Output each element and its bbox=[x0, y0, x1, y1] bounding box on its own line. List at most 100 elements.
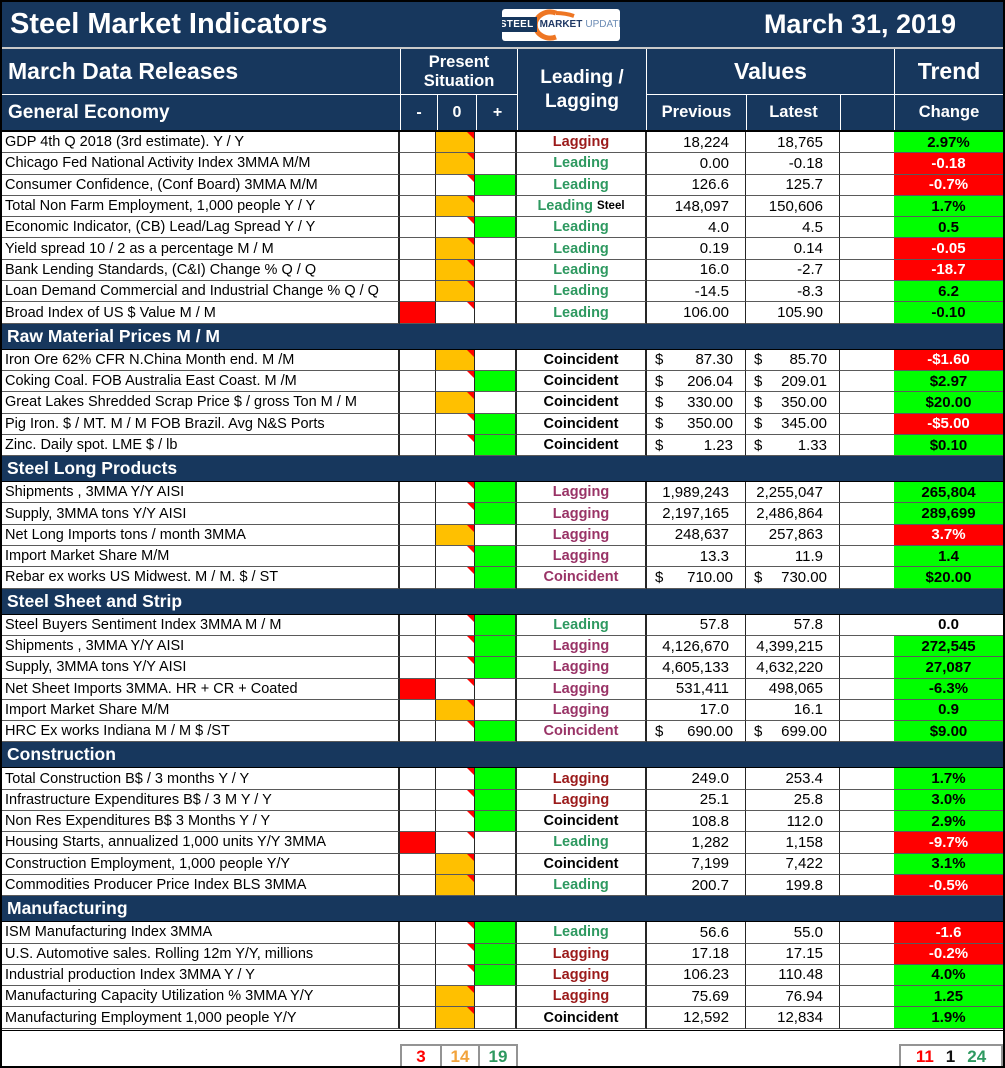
situation-sign-headers: - 0 + bbox=[400, 95, 517, 130]
leading-lagging-cell: Leading bbox=[517, 281, 647, 303]
change-cell: -0.7% bbox=[894, 174, 1003, 196]
comment-marker-icon bbox=[467, 635, 474, 643]
table-row: Net Sheet Imports 3MMA. HR + CR + Coated… bbox=[2, 678, 1003, 700]
situation-minus-cell bbox=[400, 678, 436, 700]
positive-count: 19 bbox=[478, 1046, 516, 1066]
latest-value-cell: -2.7 bbox=[746, 259, 840, 282]
previous-value: 200.7 bbox=[691, 876, 729, 894]
dollar-sign: $ bbox=[655, 393, 664, 411]
comment-marker-icon bbox=[467, 174, 474, 182]
change-cell: 2.97% bbox=[894, 132, 1003, 154]
table-row: Economic Indicator, (CB) Lead/Lag Spread… bbox=[2, 217, 1003, 239]
logo-steel-label: STEEL bbox=[502, 17, 537, 32]
situation-plus-cell bbox=[475, 434, 517, 457]
latest-value-cell: 257,863 bbox=[746, 524, 840, 547]
change-cell: 1.7% bbox=[894, 768, 1003, 790]
latest-value: 257,863 bbox=[768, 526, 823, 544]
latest-value-cell: $85.70 bbox=[746, 349, 840, 371]
leading-lagging-cell: Lagging bbox=[517, 678, 647, 700]
comment-marker-icon bbox=[467, 259, 474, 267]
situation-zero-cell bbox=[436, 392, 475, 414]
situation-minus-cell bbox=[400, 853, 436, 875]
change-cell: 289,699 bbox=[894, 503, 1003, 525]
leading-lagging-cell: Coincident bbox=[517, 567, 647, 589]
latest-value-cell: 25.8 bbox=[746, 789, 840, 812]
previous-value: 248,637 bbox=[674, 526, 729, 544]
change-cell: 6.2 bbox=[894, 281, 1003, 303]
latest-value-cell: 57.8 bbox=[746, 614, 840, 636]
leading-lagging-cell: Lagging bbox=[517, 482, 647, 504]
situation-minus-cell bbox=[400, 832, 436, 854]
table-row: Rebar ex works US Midwest. M / M. $ / ST… bbox=[2, 567, 1003, 589]
situation-minus-cell bbox=[400, 546, 436, 568]
values-header: Values bbox=[647, 49, 894, 95]
comment-marker-icon bbox=[467, 964, 474, 972]
table-row: Yield spread 10 / 2 as a percentage M / … bbox=[2, 238, 1003, 260]
indicator-label: HRC Ex works Indiana M / M $ /ST bbox=[2, 721, 400, 743]
situation-minus-cell bbox=[400, 259, 436, 282]
change-cell: 4.0% bbox=[894, 964, 1003, 987]
table-row: Bank Lending Standards, (C&I) Change % Q… bbox=[2, 259, 1003, 282]
latest-value: 2,255,047 bbox=[756, 483, 823, 501]
situation-minus-cell bbox=[400, 1007, 436, 1029]
situation-plus-cell bbox=[475, 238, 517, 260]
section-header: Steel Long Products bbox=[2, 456, 1003, 483]
leading-lagging-cell: Lagging bbox=[517, 789, 647, 812]
trend-count-box: 11 1 24 bbox=[899, 1044, 1003, 1066]
previous-value-cell: 126.6 bbox=[647, 174, 746, 196]
previous-value-cell: 4,126,670 bbox=[647, 635, 746, 658]
dollar-sign: $ bbox=[754, 436, 763, 454]
comment-marker-icon bbox=[467, 922, 474, 930]
section-header: Construction bbox=[2, 742, 1003, 769]
table-row: Net Long Imports tons / month 3MMA Laggi… bbox=[2, 524, 1003, 547]
previous-value-cell: 57.8 bbox=[647, 614, 746, 636]
situation-minus-cell bbox=[400, 922, 436, 944]
latest-value-cell: 11.9 bbox=[746, 546, 840, 568]
situation-minus-cell bbox=[400, 434, 436, 457]
situation-minus-cell bbox=[400, 217, 436, 239]
previous-value-cell: $206.04 bbox=[647, 370, 746, 393]
latest-value-cell: $730.00 bbox=[746, 567, 840, 589]
comment-marker-icon bbox=[467, 811, 474, 819]
latest-value: 112.0 bbox=[786, 812, 823, 830]
change-cell: 3.7% bbox=[894, 524, 1003, 547]
indicator-type-label: Lagging bbox=[552, 484, 610, 501]
previous-value: 13.3 bbox=[699, 547, 729, 565]
latest-value-cell: 110.48 bbox=[746, 964, 840, 987]
previous-value-cell: 0.19 bbox=[647, 238, 746, 260]
table-row: Steel Buyers Sentiment Index 3MMA M / M … bbox=[2, 614, 1003, 636]
table-row: Shipments , 3MMA Y/Y AISI Lagging 4,126,… bbox=[2, 635, 1003, 658]
comment-marker-icon bbox=[467, 986, 474, 994]
table-row: Chicago Fed National Activity Index 3MMA… bbox=[2, 153, 1003, 175]
situation-minus-cell bbox=[400, 614, 436, 636]
previous-value: 2,197,165 bbox=[662, 505, 729, 523]
leading-lagging-cell: Lagging bbox=[517, 503, 647, 525]
dollar-sign: $ bbox=[655, 568, 664, 586]
comment-marker-icon bbox=[467, 217, 474, 225]
leading-lagging-cell: Leading bbox=[517, 259, 647, 282]
table-row: HRC Ex works Indiana M / M $ /ST Coincid… bbox=[2, 721, 1003, 743]
trend-up-count: 24 bbox=[967, 1047, 987, 1066]
comment-marker-icon bbox=[467, 238, 474, 246]
latest-value-cell: 125.7 bbox=[746, 174, 840, 196]
indicator-label: Manufacturing Employment 1,000 people Y/… bbox=[2, 1007, 400, 1029]
previous-column-header: Previous bbox=[661, 103, 732, 121]
leading-lagging-cell: Leading bbox=[517, 153, 647, 175]
comment-marker-icon bbox=[467, 302, 474, 310]
comment-marker-icon bbox=[467, 349, 474, 357]
situation-plus-cell bbox=[475, 721, 517, 743]
previous-value: 350.00 bbox=[687, 415, 733, 433]
indicator-label: Great Lakes Shredded Scrap Price $ / gro… bbox=[2, 392, 400, 414]
comment-marker-icon bbox=[467, 392, 474, 400]
leading-lagging-cell: Coincident bbox=[517, 434, 647, 457]
indicator-label: ISM Manufacturing Index 3MMA bbox=[2, 922, 400, 944]
indicator-label: Import Market Share M/M bbox=[2, 546, 400, 568]
leading-lagging-cell: Leading bbox=[517, 832, 647, 854]
values-sub-headers: Previous Latest bbox=[647, 95, 894, 130]
latest-value: 110.48 bbox=[778, 966, 823, 984]
change-cell: 0.5 bbox=[894, 217, 1003, 239]
comment-marker-icon bbox=[467, 413, 474, 421]
logo-text: STEEL MARKET UPDATE bbox=[502, 17, 620, 32]
leading-lagging-cell: Coincident bbox=[517, 413, 647, 435]
